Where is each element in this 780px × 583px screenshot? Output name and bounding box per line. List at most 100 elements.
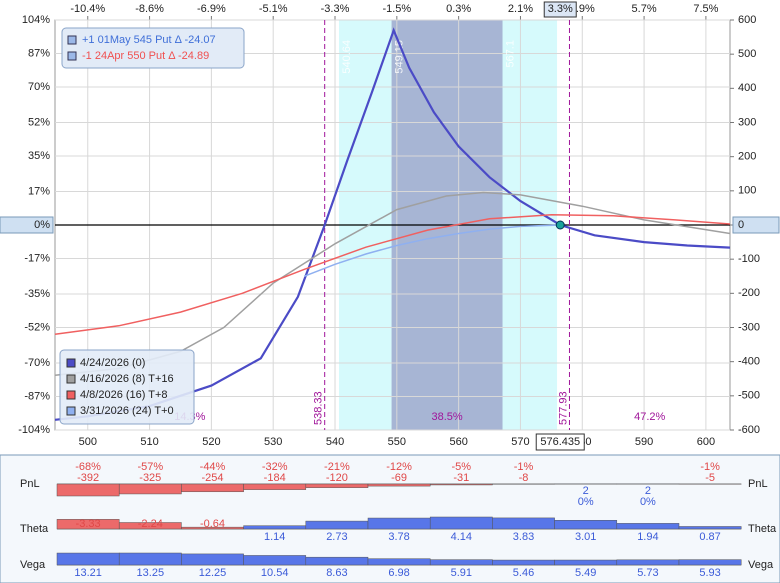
x-tick-label: 600 — [697, 436, 715, 448]
current-pct-box — [543, 1, 577, 18]
greek-value: 5.49 — [575, 567, 596, 579]
theta-bar — [616, 523, 680, 530]
series-line — [303, 224, 561, 277]
vega-bar — [554, 559, 618, 566]
greek-value: 8.63 — [326, 567, 347, 579]
top-tick-label: 2.1% — [508, 3, 533, 15]
greek-value: 3.78 — [388, 531, 409, 543]
legend-swatch — [66, 358, 76, 368]
zone-label: 567.1 — [504, 40, 516, 68]
pnl-percent: -5% — [452, 461, 472, 473]
greek-value: 5.46 — [513, 567, 534, 579]
current-price-marker — [555, 220, 565, 230]
legend-swatch — [67, 35, 77, 45]
vega-bar — [367, 558, 431, 566]
theta-bar — [305, 520, 369, 530]
row-label: Theta — [20, 523, 49, 535]
y-tick-label: 70% — [28, 81, 50, 93]
zone-label: 575.92 — [559, 40, 571, 74]
greek-value: 6.98 — [388, 567, 409, 579]
y2-tick-label: -100 — [738, 253, 760, 265]
pnl-bar — [305, 483, 369, 488]
greek-value: 1.14 — [264, 531, 285, 543]
y2-tick-label: 200 — [738, 151, 756, 163]
greek-value: 13.25 — [137, 567, 165, 579]
series-legend — [59, 349, 195, 425]
pnl-percent: -44% — [200, 461, 226, 473]
pnl-value: -325 — [139, 472, 161, 484]
probability-label: 47.2% — [634, 411, 665, 423]
top-tick-label: -3.3% — [321, 3, 350, 15]
y2-tick-label: 500 — [738, 48, 756, 60]
y-tick-label: 17% — [28, 185, 50, 197]
greek-value: 13.21 — [74, 567, 102, 579]
y-tick-label: -70% — [24, 357, 50, 369]
x-tick-label: 540 — [326, 436, 344, 448]
top-tick-label: 0.3% — [446, 3, 471, 15]
greek-value: 1.94 — [637, 531, 658, 543]
zone-label: 540.64 — [341, 40, 353, 74]
zero-box — [0, 216, 54, 234]
greek-value: 5.93 — [699, 567, 720, 579]
top-tick-label: -10.4% — [70, 3, 105, 15]
y-tick-label: 35% — [28, 150, 50, 162]
y-tick-label: 87% — [28, 47, 50, 59]
theta-bar — [492, 517, 555, 530]
legend-swatch — [67, 51, 77, 61]
position-label: +1 01May 545 Put Δ -24.07 — [82, 34, 216, 46]
top-tick-label: -6.9% — [197, 3, 226, 15]
greek-value: 12.25 — [199, 567, 227, 579]
pnl-bar — [243, 483, 307, 490]
theta-bar — [429, 516, 493, 530]
y2-tick-label: -300 — [738, 321, 760, 333]
top-tick-label: -1.5% — [382, 3, 411, 15]
pnl-value: -120 — [326, 472, 348, 484]
vega-bar — [305, 556, 369, 566]
pnl-value: -5 — [705, 472, 715, 484]
breakeven-label: 577.93 — [557, 391, 569, 425]
greek-value: 10.54 — [261, 567, 289, 579]
pnl-percent: -1% — [700, 461, 720, 473]
y2-tick-label: -200 — [738, 287, 760, 299]
x-tick-label: 570 — [511, 436, 529, 448]
x-tick-label: 530 — [264, 436, 282, 448]
pnl-percent: -32% — [262, 461, 288, 473]
theta-bar — [367, 517, 431, 530]
top-tick-label: -5.1% — [259, 3, 288, 15]
vega-bar — [429, 559, 493, 566]
x-tick-label: 510 — [140, 436, 158, 448]
positions-legend — [61, 27, 245, 69]
y-tick-label: -104% — [18, 424, 50, 436]
greek-value: 4.14 — [451, 531, 472, 543]
y2-tick-label: 600 — [738, 14, 756, 26]
y2-tick-label: 400 — [738, 82, 756, 94]
greek-value: 5.73 — [637, 567, 658, 579]
pnl-percent: 0% — [640, 496, 656, 508]
vega-bar — [56, 552, 120, 566]
row-label: Vega — [748, 559, 774, 571]
theta-bar — [243, 525, 307, 530]
position-label: -1 24Apr 550 Put Δ -24.89 — [82, 50, 209, 62]
vega-bar — [181, 553, 244, 566]
pnl-percent: -12% — [386, 461, 412, 473]
pnl-bar — [181, 483, 244, 493]
greek-value: -2.24 — [138, 518, 163, 530]
vega-bar — [678, 559, 742, 566]
row-label: PnL — [20, 478, 40, 490]
y2-tick-label: -500 — [738, 390, 760, 402]
vega-bar — [616, 559, 680, 566]
legend-swatch — [66, 374, 76, 384]
probability-label: 38.5% — [431, 411, 462, 423]
x-tick-label: 590 — [635, 436, 653, 448]
row-label: PnL — [748, 478, 768, 490]
y-tick-label: 0% — [34, 219, 50, 231]
pnl-bar — [56, 483, 120, 497]
legend-label: 3/31/2026 (24) T+0 — [80, 405, 174, 417]
pnl-value: -184 — [264, 472, 286, 484]
top-tick-label: -8.6% — [135, 3, 164, 15]
pnl-value: -69 — [391, 472, 407, 484]
y-tick-label: -17% — [24, 252, 50, 264]
pnl-bar — [118, 483, 182, 495]
legend-label: 4/8/2026 (16) T+8 — [80, 389, 168, 401]
breakeven-label: 538.33 — [313, 391, 325, 425]
